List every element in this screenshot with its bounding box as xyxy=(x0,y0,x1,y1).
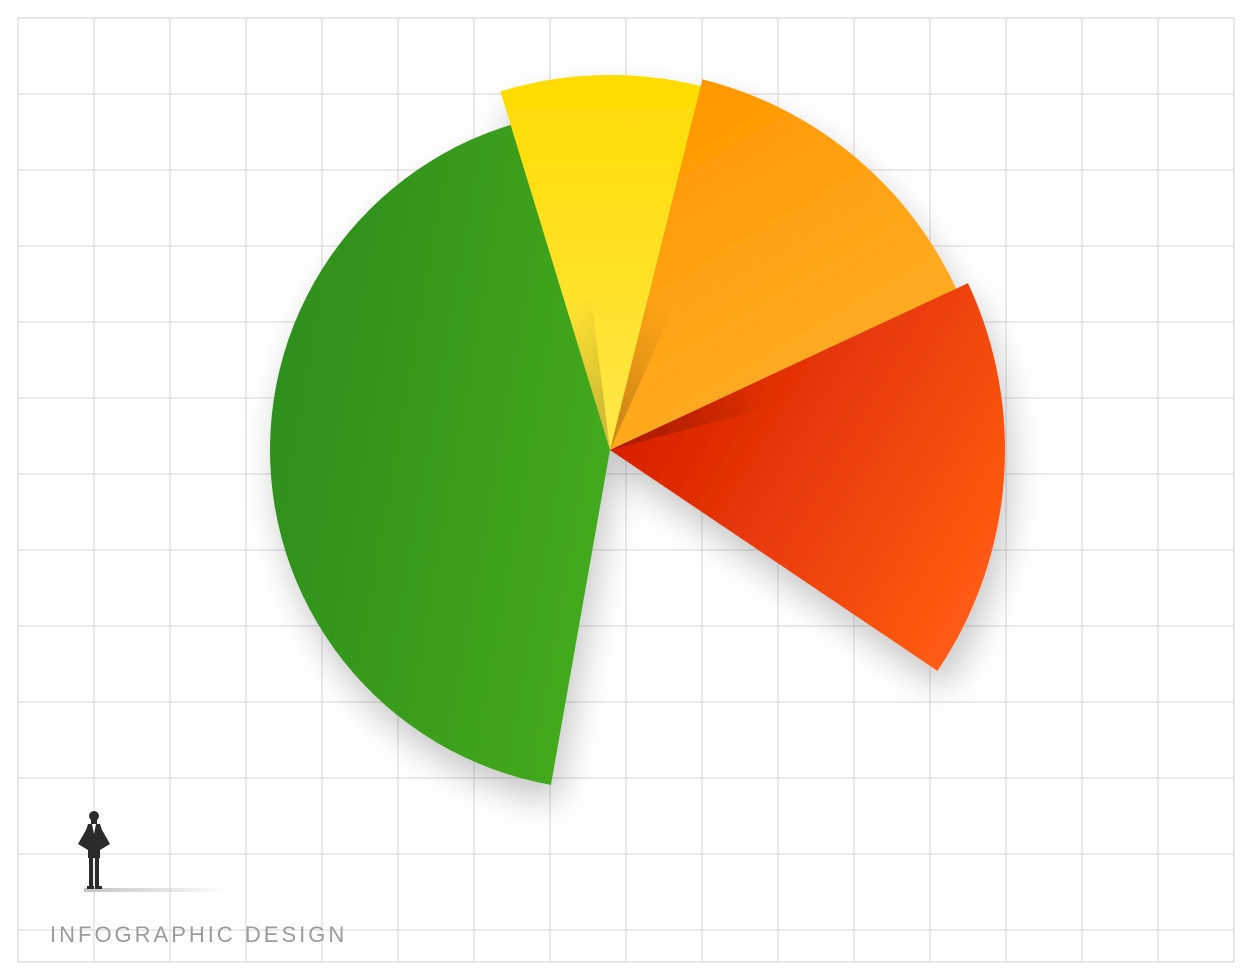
businessman-silhouette xyxy=(78,811,110,889)
businessman-icon xyxy=(0,0,1252,980)
stage: INFOGRAPHIC DESIGN xyxy=(0,0,1252,980)
caption-label: INFOGRAPHIC DESIGN xyxy=(50,922,347,948)
